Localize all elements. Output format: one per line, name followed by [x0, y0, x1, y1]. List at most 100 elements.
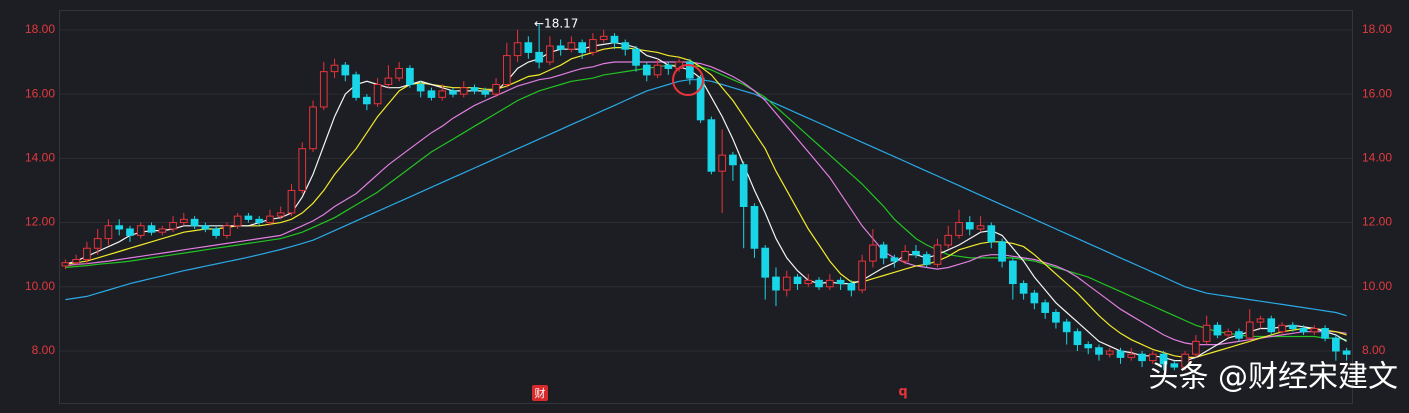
candle-body: [438, 90, 447, 98]
candle-body: [115, 225, 124, 230]
candle-body: [1310, 328, 1319, 333]
candle-body: [1278, 324, 1286, 333]
y-tick-label: 8.00: [32, 343, 56, 357]
plot-frame: [59, 10, 1353, 404]
y2-tick-label: 8.00: [1362, 343, 1386, 357]
candle-body: [869, 244, 877, 262]
y2-tick-label: 18.00: [1362, 22, 1392, 36]
y2-tick-label: 14.00: [1362, 151, 1392, 165]
candle-body: [1159, 353, 1168, 365]
candle-body: [1095, 347, 1103, 355]
candle-body: [535, 51, 543, 63]
candle-body: [836, 279, 845, 285]
ma-lines: [65, 42, 1347, 362]
candle-body: [782, 276, 791, 291]
candle-body: [201, 225, 210, 230]
candle-body: [901, 250, 910, 262]
candle-body: [61, 262, 70, 267]
candle-body: [922, 254, 931, 265]
y-tick-label: 16.00: [25, 86, 55, 100]
candle-body: [72, 258, 80, 264]
candle-body: [93, 238, 102, 249]
candle-body: [341, 64, 350, 76]
marker-2: q: [898, 385, 907, 400]
ma-line: [65, 64, 1347, 341]
candle-body: [1127, 353, 1136, 358]
ma-line: [65, 79, 1347, 317]
candle-body: [169, 222, 177, 230]
candle-body: [879, 244, 888, 259]
highlight-circle: [672, 64, 704, 96]
candle-body: [352, 74, 360, 98]
candle-body: [384, 77, 393, 85]
candle-body: [298, 148, 307, 191]
candle-body: [481, 90, 490, 95]
candle-body: [395, 67, 403, 79]
y2-tick-label: 10.00: [1362, 279, 1392, 293]
candle-body: [1062, 321, 1071, 333]
candle-body: [1041, 302, 1049, 313]
candle-body: [1170, 363, 1179, 368]
candle-body: [373, 83, 382, 105]
candle-body: [707, 119, 716, 172]
candle-body: [815, 279, 823, 288]
y2-tick-label: 12.00: [1362, 215, 1392, 229]
candle-body: [502, 55, 511, 85]
candle-body: [212, 228, 220, 236]
y-tick-label: 10.00: [25, 279, 55, 293]
candle-body: [244, 215, 253, 220]
candle-body: [276, 212, 285, 217]
max-label: ←18.17: [534, 17, 578, 31]
candle-body: [406, 67, 414, 85]
candle-body: [1138, 353, 1146, 362]
candle-body: [976, 225, 985, 230]
candle-body: [804, 279, 813, 285]
marker-box: [532, 385, 548, 401]
candle-body: [772, 276, 780, 291]
candle-body: [1256, 318, 1265, 323]
candle-body: [287, 189, 296, 214]
candle-body: [1245, 321, 1254, 339]
candle-body: [136, 225, 145, 236]
candle-body: [1030, 292, 1039, 304]
candle-body: [179, 218, 188, 224]
candle-body: [1224, 331, 1233, 336]
ma-line: [65, 47, 1347, 358]
candle-body: [955, 222, 963, 236]
candle-body: [1192, 340, 1200, 355]
candle-body: [1267, 318, 1276, 333]
ma-line: [65, 61, 1347, 346]
candle-body: [567, 42, 576, 50]
candle-body: [610, 35, 619, 44]
candle-body: [987, 225, 996, 243]
candle-body: [890, 257, 899, 262]
candle-body: [233, 215, 242, 227]
candle-body: [589, 39, 597, 53]
candle-body: [696, 77, 705, 121]
candle-body: [1332, 337, 1340, 352]
candle-body: [1288, 324, 1297, 330]
ticks: 8.00 8.00 10.00 10.00 12.00 12.00 14.00 14.00 16…: [25, 22, 1392, 357]
candles: [61, 24, 1351, 371]
candle-body: [1342, 350, 1351, 355]
grid: [60, 29, 1352, 352]
candle-body: [158, 228, 167, 233]
candle-body: [266, 215, 274, 224]
candle-body: [459, 87, 468, 95]
candle-body: [556, 45, 565, 50]
y-tick-label: 18.00: [25, 22, 55, 36]
candle-body: [1181, 353, 1189, 368]
candle-body: [416, 83, 425, 92]
candle-body: [190, 218, 199, 227]
candle-body: [492, 83, 500, 95]
candle-body: [1213, 324, 1222, 336]
watermark: 头条 @财经宋建文: [1148, 360, 1398, 395]
candle-body: [319, 71, 328, 108]
candle-body: [965, 222, 974, 230]
candle-body: [998, 241, 1006, 262]
candle-body: [847, 283, 856, 291]
candle-body: [1202, 324, 1211, 342]
